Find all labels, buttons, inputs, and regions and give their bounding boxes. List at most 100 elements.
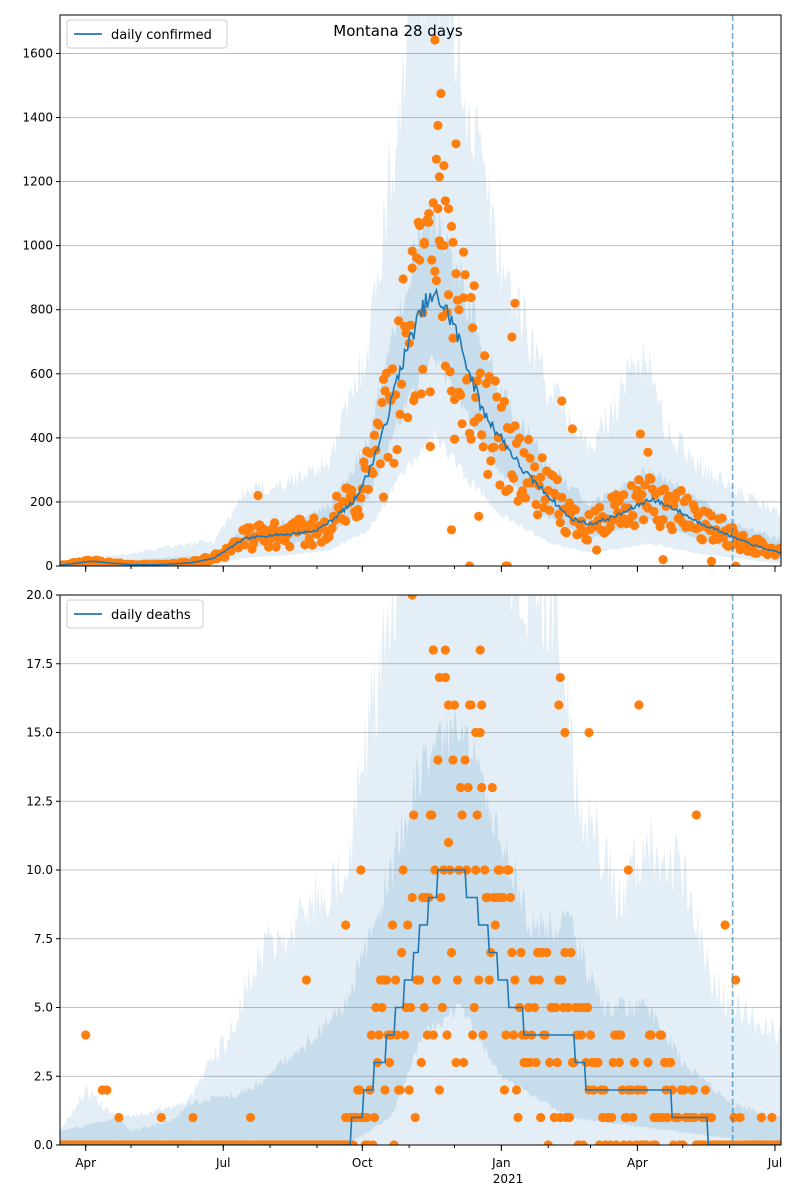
data-point [433,204,443,214]
data-point [407,263,417,273]
y-tick-label: 0.0 [34,1138,53,1152]
data-point [472,810,482,820]
data-point [634,700,644,710]
data-point [428,1030,438,1040]
data-point [700,1085,711,1095]
data-point [156,1112,166,1123]
data-point [81,1030,91,1040]
data-point [640,480,650,490]
data-point [474,975,484,985]
data-point [495,865,505,875]
data-point [516,947,526,958]
data-point [460,755,470,765]
data-point [434,672,444,683]
data-point [634,475,644,485]
data-point [407,246,417,256]
data-point [582,1002,593,1013]
data-point [446,386,457,396]
data-point [595,502,605,512]
data-point [430,266,440,276]
data-point [563,1002,573,1013]
data-point [487,782,497,793]
data-point [398,274,408,284]
data-point [425,387,435,397]
data-point [395,1085,405,1095]
y-tick-label: 600 [30,367,53,381]
data-point [554,700,564,710]
data-point [377,1002,387,1013]
data-point [451,269,461,279]
data-point [582,535,593,545]
data-point [451,1057,461,1068]
data-point [475,645,485,655]
data-point [478,1030,488,1040]
data-point [469,1002,479,1013]
data-point [451,139,461,149]
data-point [646,474,656,484]
data-point [756,1112,767,1123]
data-point [524,434,534,445]
data-point [566,947,576,958]
data-point [706,511,717,521]
data-point [576,1030,587,1040]
data-point [752,548,762,559]
data-point [643,1057,653,1068]
y-tick-label: 0 [45,559,53,573]
plot-area [60,595,781,1145]
data-point [457,419,467,429]
data-point [505,892,515,903]
data-point [418,364,428,374]
data-point [466,292,476,303]
data-point [446,221,457,231]
y-tick-label: 1600 [22,46,53,60]
data-point [407,595,417,600]
confirmed-chart: 0 200 400 600 800 1000 1200 1400 1600 daily confi… [22,14,782,573]
data-point [776,544,781,554]
y-tick-label: 10.0 [26,863,53,877]
data-point [530,1002,540,1013]
band-outer [60,15,781,566]
data-point [442,1030,452,1040]
data-point [667,1085,677,1095]
data-point [449,434,460,444]
data-point [557,975,567,985]
data-point [676,485,686,496]
data-point [513,1112,523,1123]
data-point [629,521,640,531]
data-point [504,865,514,875]
data-point [534,975,544,985]
data-point [387,920,398,930]
data-point [401,328,411,338]
data-point [498,892,508,903]
data-point [490,376,500,386]
y-tick-label: 800 [30,303,53,317]
data-point [419,237,429,247]
data-point [387,364,398,374]
data-point [649,506,659,517]
data-point [643,447,653,457]
data-point [614,1057,624,1068]
data-point [270,518,280,528]
series-line [60,287,781,566]
series-line [60,869,781,1145]
legend: daily deaths [66,599,204,629]
data-point [502,561,512,566]
data-point [551,1002,561,1013]
data-point [363,484,373,494]
data-point [495,480,505,490]
data-point [531,499,541,510]
data-point [608,515,618,525]
data-point [471,865,481,875]
data-point [593,1057,603,1068]
data-point [448,237,458,247]
data-point [307,540,317,550]
data-point [389,458,399,468]
data-point [446,525,457,535]
data-point [368,468,378,479]
data-point [517,486,528,496]
data-point [457,810,467,820]
data-point [427,810,437,820]
data-point [448,755,458,765]
data-point [436,88,446,99]
data-point [585,1030,596,1040]
